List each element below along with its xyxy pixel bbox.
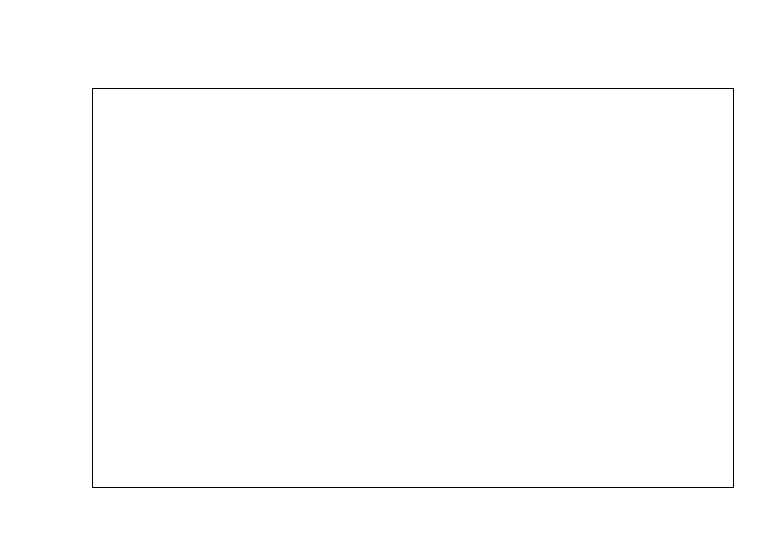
spectrum-svg [93, 89, 733, 487]
header-line-1 [115, 38, 132, 86]
spectrum-plot [92, 88, 734, 488]
